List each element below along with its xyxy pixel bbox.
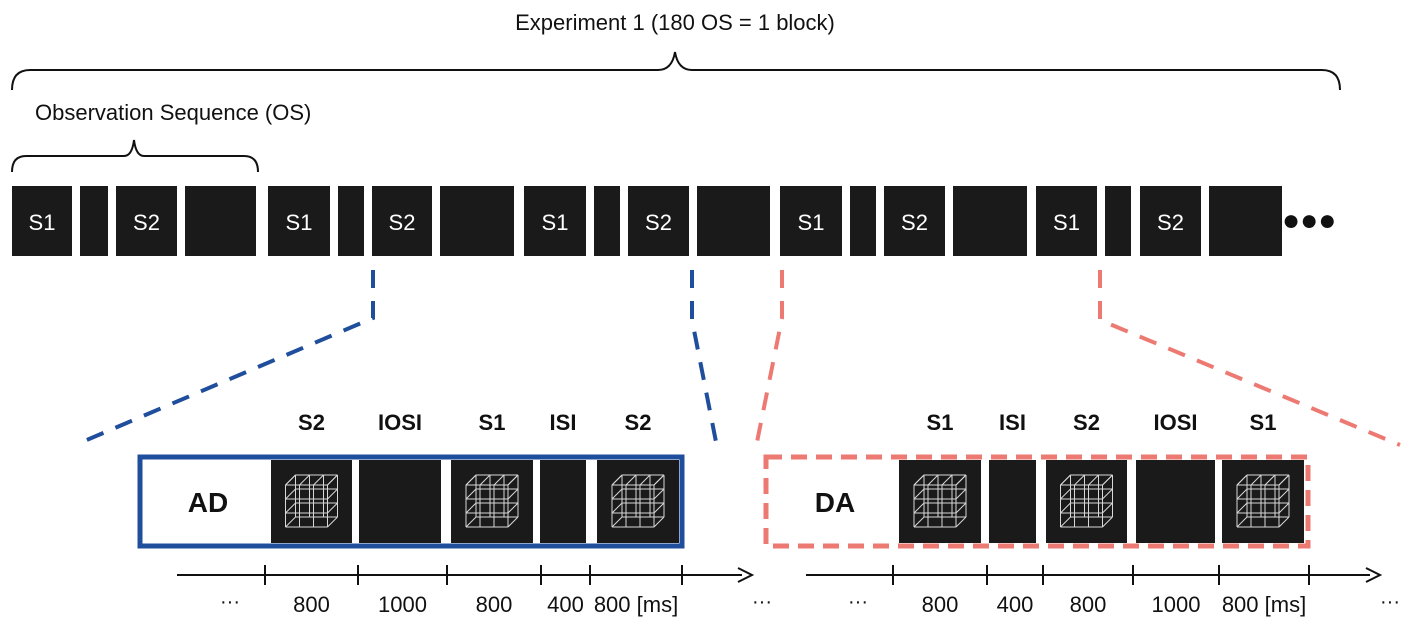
sequence-block <box>953 186 1027 256</box>
leading-ellipsis: ··· <box>848 591 868 613</box>
sequence-block-label: S2 <box>389 210 416 235</box>
cube-stimulus-icon <box>913 474 967 528</box>
cube-stimulus-icon <box>465 474 519 528</box>
phase-header: S1 <box>1250 410 1277 435</box>
os-brace <box>11 139 259 173</box>
phase-header: S2 <box>1073 410 1100 435</box>
stimulus-block <box>1046 460 1127 543</box>
sequence-block <box>440 186 514 256</box>
sequence-block <box>524 186 586 256</box>
ad-time-axis: 800 1000 800 400 800 [ms] ··· ··· <box>177 565 772 617</box>
duration-label: 800 [ms] <box>1222 592 1306 617</box>
observation-sequence: S1 S2 S1 S2 S1 S2 S1 S2 S1 S2 <box>12 186 1282 256</box>
duration-label: 400 <box>997 592 1034 617</box>
phase-header: IOSI <box>1153 410 1197 435</box>
cube-stimulus-icon <box>1236 474 1290 528</box>
sequence-block <box>116 186 177 256</box>
stimulus-block <box>989 460 1036 543</box>
time-axis-arrowhead <box>737 567 755 583</box>
cube-stimulus-icon <box>285 474 338 528</box>
sequence-block <box>884 186 945 256</box>
sequence-block <box>1140 186 1201 256</box>
sequence-ellipsis: ●●● <box>1282 204 1336 237</box>
sequence-block <box>338 186 364 256</box>
sequence-block <box>1105 186 1131 256</box>
ad-zoom-lines <box>74 270 720 453</box>
time-axis-arrowhead <box>1365 567 1383 583</box>
trailing-ellipsis: ··· <box>1380 591 1400 613</box>
ad-stimulus-blocks <box>271 460 679 543</box>
sequence-block <box>780 186 842 256</box>
sequence-block <box>80 186 108 256</box>
cube-stimulus-icon <box>611 474 665 528</box>
cube-stimulus-icon <box>1060 474 1113 528</box>
duration-label: 800 [ms] <box>594 592 678 617</box>
sequence-block <box>697 186 770 256</box>
ad-phase-headers: S2 IOSI S1 ISI S2 <box>298 410 651 435</box>
duration-label: 1000 <box>378 592 427 617</box>
phase-header: S2 <box>625 410 652 435</box>
leading-ellipsis: ··· <box>220 591 240 613</box>
sequence-block-label: S2 <box>901 210 928 235</box>
stimulus-block <box>1222 460 1304 543</box>
da-panel: DA S1 ISI S2 IOSI S1 800 400 800 1000 800 [ms] ··… <box>763 410 1400 617</box>
sequence-block-label: S1 <box>1053 210 1080 235</box>
sequence-block <box>268 186 330 256</box>
da-phase-headers: S1 ISI S2 IOSI S1 <box>927 410 1277 435</box>
phase-header: ISI <box>999 410 1026 435</box>
stimulus-block <box>540 460 586 543</box>
ad-label: AD <box>188 487 228 518</box>
os-label: Observation Sequence (OS) <box>35 100 311 125</box>
sequence-block-label: S2 <box>1157 210 1184 235</box>
duration-label: 400 <box>547 592 584 617</box>
sequence-block <box>850 186 876 256</box>
duration-label: 800 <box>1070 592 1107 617</box>
sequence-block <box>12 186 72 256</box>
da-time-axis: 800 400 800 1000 800 [ms] ··· ··· <box>806 565 1400 617</box>
duration-label: 800 <box>476 592 513 617</box>
phase-header: IOSI <box>378 410 422 435</box>
phase-header: ISI <box>550 410 577 435</box>
sequence-block-label: S1 <box>798 210 825 235</box>
sequence-block <box>628 186 689 256</box>
sequence-block-label: S1 <box>286 210 313 235</box>
experiment-title: Experiment 1 (180 OS = 1 block) <box>515 10 835 35</box>
phase-header: S2 <box>298 410 325 435</box>
da-panel-frame <box>763 454 1311 549</box>
da-label: DA <box>815 487 855 518</box>
stimulus-block <box>451 460 533 543</box>
experiment-brace <box>11 51 1341 91</box>
sequence-block <box>594 186 620 256</box>
sequence-block-label: S2 <box>133 210 160 235</box>
phase-header: S1 <box>479 410 506 435</box>
sequence-block-label: S2 <box>645 210 672 235</box>
sequence-block-label: S1 <box>29 210 56 235</box>
sequence-block <box>372 186 432 256</box>
sequence-block <box>185 186 256 256</box>
da-zoom-lines <box>753 270 1401 453</box>
trailing-ellipsis: ··· <box>752 591 772 613</box>
sequence-block <box>1036 186 1097 256</box>
stimulus-block <box>899 460 981 543</box>
duration-label: 800 <box>922 592 959 617</box>
da-stimulus-blocks <box>899 460 1304 543</box>
stimulus-block <box>597 460 679 543</box>
duration-label: 800 <box>293 592 330 617</box>
sequence-block <box>1209 186 1282 256</box>
stimulus-block <box>271 460 352 543</box>
duration-label: 1000 <box>1152 592 1201 617</box>
sequence-block-label: S1 <box>542 210 569 235</box>
stimulus-block <box>1136 460 1215 543</box>
ad-panel: AD S2 IOSI S1 ISI S2 800 1000 800 400 800 [ms] ··… <box>137 410 772 617</box>
stimulus-block <box>359 460 441 543</box>
phase-header: S1 <box>927 410 954 435</box>
